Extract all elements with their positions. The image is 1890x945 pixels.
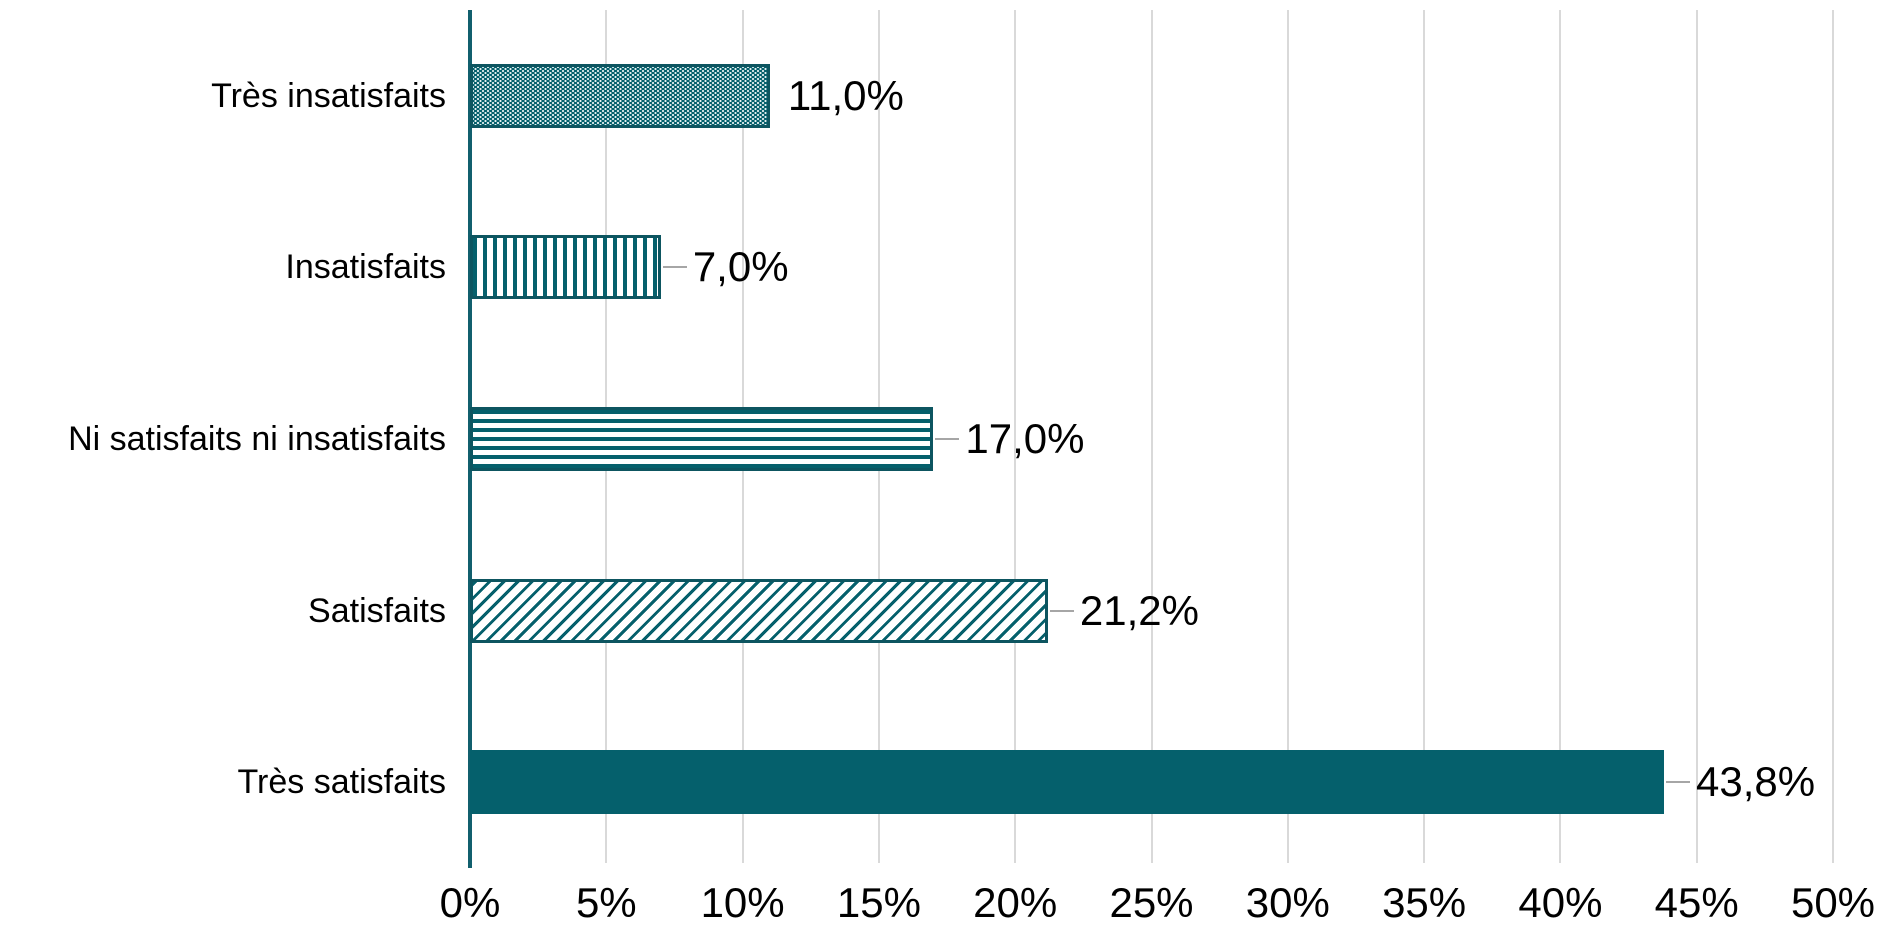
x-tick-label: 10% [700, 879, 785, 926]
gridline [1559, 10, 1562, 863]
x-tick-label: 40% [1518, 879, 1603, 926]
bar-row: 21,2% [470, 525, 1833, 697]
x-tick-label: 0% [439, 879, 501, 926]
category-cell: Très satisfaits [0, 696, 446, 868]
bar-horizontal [470, 406, 934, 471]
x-tick-label: 45% [1654, 879, 1739, 926]
x-axis: 0% 5% 10% 15% 20% 25% 30% 35% 40% 45% 50% [0, 882, 1890, 942]
category-label: Satisfaits [308, 591, 446, 630]
x-tick-label: 30% [1245, 879, 1330, 926]
bar-diagonal [470, 578, 1048, 643]
x-tick-label: 5% [575, 879, 637, 926]
x-tick-label: 25% [1109, 879, 1194, 926]
category-cell: Insatisfaits [0, 182, 446, 354]
x-tick-label: 50% [1790, 879, 1876, 926]
leader-line [662, 266, 687, 269]
leader-line [935, 437, 960, 440]
category-label: Insatisfaits [285, 248, 446, 287]
category-cell: Ni satisfaits ni insatisfaits [0, 353, 446, 525]
bar-row: 43,8% [470, 696, 1833, 868]
value-label: 43,8% [1695, 758, 1816, 806]
value-label: 11,0% [787, 71, 904, 119]
value-label: 21,2% [1079, 586, 1199, 634]
bar-vertical [470, 235, 661, 300]
category-cell: Très insatisfaits [0, 10, 446, 182]
x-tick-label: 15% [836, 879, 921, 926]
category-label: Ni satisfaits ni insatisfaits [68, 419, 446, 458]
gridline [1832, 10, 1834, 863]
bar-row: 11,0% [470, 10, 1833, 182]
bar-dots [470, 63, 770, 128]
gridline [1423, 10, 1426, 863]
category-cell: Satisfaits [0, 525, 446, 697]
plot-area: 11,0% 7,0% 17,0% 21,2% 43,8% [470, 10, 1834, 868]
category-label: Très insatisfaits [211, 76, 446, 115]
gridline [1150, 10, 1153, 863]
category-label: Très satisfaits [237, 763, 446, 802]
category-axis: Très insatisfaits Insatisfaits Ni satisfai… [0, 10, 446, 868]
gridline [1286, 10, 1289, 863]
bar-row: 7,0% [470, 182, 1833, 354]
value-label: 7,0% [692, 243, 789, 291]
leader-line [1665, 781, 1690, 784]
x-tick-label: 35% [1382, 879, 1467, 926]
value-label: 17,0% [965, 414, 1085, 462]
leader-line [1049, 609, 1074, 612]
gridline [1695, 10, 1698, 863]
x-tick-label: 20% [973, 879, 1058, 926]
bar-solid [470, 750, 1664, 815]
bar-row: 17,0% [470, 353, 1833, 525]
gridline [1014, 10, 1017, 863]
